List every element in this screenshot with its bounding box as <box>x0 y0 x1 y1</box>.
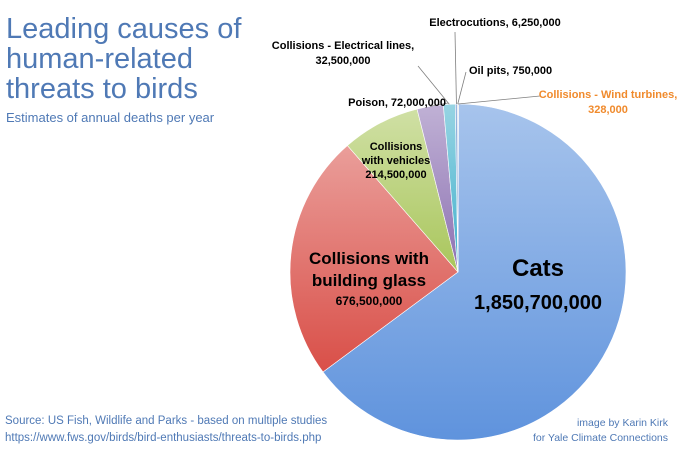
credit-line: image by Karin Kirk <box>576 417 668 429</box>
leader-line <box>454 31 457 105</box>
label-cats-name: Cats <box>512 255 564 282</box>
label-vehicles-name-2: with vehicles <box>361 155 430 167</box>
label-poison: Poison, 72,000,000 <box>348 97 446 109</box>
label-electrical-1: Collisions - Electrical lines, <box>272 40 414 52</box>
label-electrocutions: Electrocutions, 6,250,000 <box>429 17 560 29</box>
label-wind-2: 328,000 <box>588 104 628 116</box>
label-glass-name-1: Collisions with <box>309 249 429 268</box>
leader-line <box>430 102 449 107</box>
label-electrical-2: 32,500,000 <box>315 55 370 67</box>
slice-labels: Cats 1,850,700,000 Collisions with build… <box>272 17 678 314</box>
source-url: https://www.fws.gov/birds/bird-enthusias… <box>5 432 322 444</box>
label-cats-value: 1,850,700,000 <box>474 292 602 314</box>
chart-title: Leading causes of human-related threats … <box>6 13 242 105</box>
label-oil-pits: Oil pits, 750,000 <box>469 65 552 77</box>
source-note: Source: US Fish, Wildlife and Parks - ba… <box>5 413 327 447</box>
source-line: Source: US Fish, Wildlife and Parks - ba… <box>5 415 328 427</box>
label-wind-1: Collisions - Wind turbines, <box>539 89 678 101</box>
pie-slice-collisions-with-building-glass <box>289 145 459 373</box>
label-glass-name-2: building glass <box>312 271 426 290</box>
leader-lines <box>417 31 541 107</box>
leader-line <box>457 71 467 105</box>
credit-line: for Yale Climate Connections <box>532 432 668 444</box>
image-credit: image by Karin Kirk for Yale Climate Con… <box>533 416 668 446</box>
chart-subtitle: Estimates of annual deaths per year <box>6 110 215 125</box>
leader-line <box>417 65 450 105</box>
label-vehicles-value: 214,500,000 <box>365 169 426 181</box>
pie-slice-cats <box>322 103 627 441</box>
pie-slices <box>289 103 627 441</box>
label-vehicles-name-1: Collisions <box>370 141 423 153</box>
label-glass-value: 676,500,000 <box>336 294 403 308</box>
leader-line <box>457 95 541 105</box>
